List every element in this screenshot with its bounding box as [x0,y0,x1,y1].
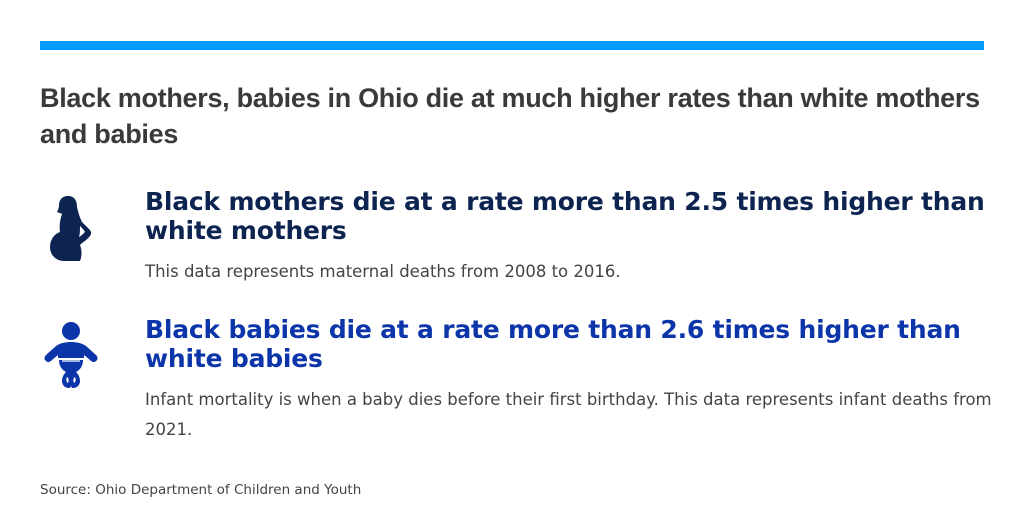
stat-heading: Black babies die at a rate more than 2.6… [145,315,961,373]
stat-description: Infant mortality is when a baby dies bef… [145,390,992,439]
pregnant-woman-icon [40,194,100,268]
stat-heading: Black mothers die at a rate more than 2.… [145,187,985,245]
accent-bar [40,41,984,50]
baby-icon [40,320,100,394]
page-title: Black mothers, babies in Ohio die at muc… [40,83,980,149]
source-note: Source: Ohio Department of Children and … [40,482,362,498]
stat-description: This data represents maternal deaths fro… [145,262,621,281]
